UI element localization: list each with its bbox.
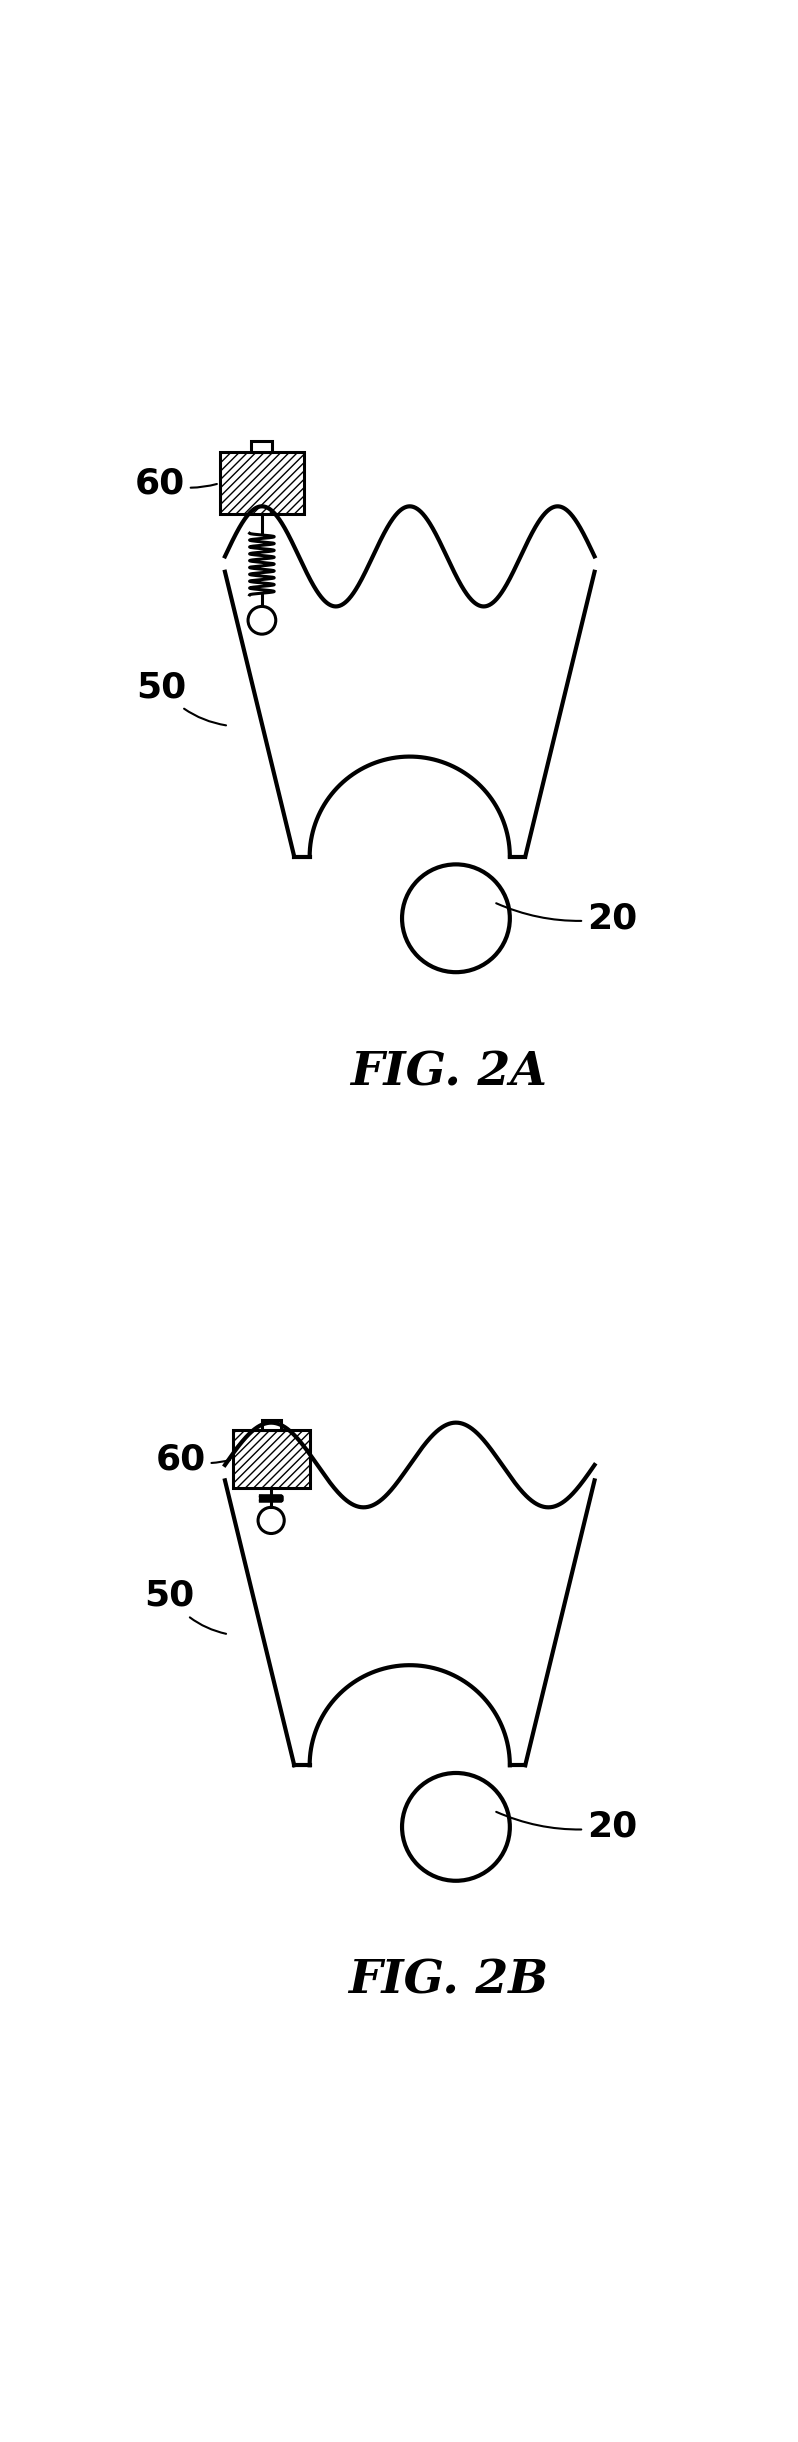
Circle shape	[258, 1507, 284, 1534]
Bar	[262, 1419, 281, 1431]
Bar	[251, 442, 272, 452]
Text: FIG. 2A: FIG. 2A	[350, 1050, 547, 1096]
Text: 20: 20	[496, 1810, 637, 1844]
Circle shape	[402, 1773, 510, 1880]
Text: 50: 50	[136, 669, 226, 725]
Text: FIG. 2B: FIG. 2B	[348, 1958, 548, 2005]
Bar	[233, 1431, 310, 1487]
Text: 20: 20	[496, 901, 637, 935]
Text: 50: 50	[144, 1580, 226, 1634]
Text: 60: 60	[156, 1443, 230, 1477]
Circle shape	[248, 606, 276, 635]
Text: 60: 60	[135, 466, 217, 501]
Bar	[219, 452, 304, 513]
Circle shape	[402, 864, 510, 972]
